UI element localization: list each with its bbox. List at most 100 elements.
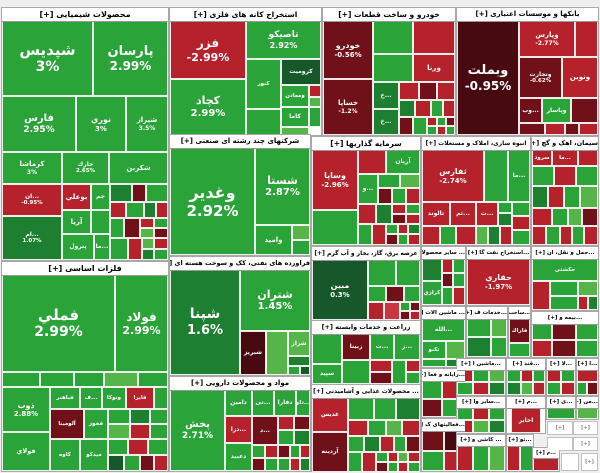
stock-tile-دفارا[interactable]: دفارا: [274, 390, 296, 416]
stock-tile-وامید[interactable]: وامید: [255, 225, 292, 255]
stock-tile[interactable]: [386, 420, 402, 436]
stock-tile-فارس[interactable]: فارس 2.95%: [2, 96, 76, 152]
stock-tile[interactable]: [278, 416, 294, 430]
stock-tile[interactable]: [408, 462, 420, 472]
stock-tile-[+][interactable]: [+]: [547, 421, 573, 435]
stock-tile-شراز[interactable]: شراز: [288, 331, 310, 356]
sector-header[interactable]: ...تو [+]: [507, 435, 533, 447]
sector-header[interactable]: ...فعالیتهای ک [+]: [422, 419, 465, 432]
stock-tile[interactable]: [312, 210, 358, 245]
sector-header[interactable]: انبوه سازی، املاک و مستغلات [+]: [422, 137, 530, 151]
stock-tile[interactable]: [384, 302, 400, 320]
stock-tile-وپارس[interactable]: وپارس -2.77%: [519, 21, 575, 57]
stock-tile-آريا[interactable]: آريا: [62, 210, 91, 234]
stock-tile[interactable]: [142, 238, 154, 249]
stock-tile[interactable]: [146, 184, 168, 202]
stock-tile[interactable]: [402, 420, 420, 436]
stock-tile[interactable]: [467, 319, 491, 337]
stock-tile[interactable]: [142, 249, 154, 260]
stock-tile[interactable]: [446, 341, 465, 359]
stock-tile[interactable]: [437, 126, 446, 135]
stock-tile-...ام[interactable]: ...ام 1.07%: [2, 216, 62, 260]
stock-tile[interactable]: [577, 382, 587, 395]
stock-tile[interactable]: [547, 437, 573, 451]
stock-tile[interactable]: [507, 370, 521, 382]
stock-tile[interactable]: [408, 224, 420, 234]
sector-header[interactable]: بانکها و موسسات اعتباری [+]: [457, 8, 598, 22]
stock-tile-كرماشا[interactable]: كرماشا 3%: [2, 152, 62, 184]
sector-header[interactable]: ...بیمه و [+]: [532, 312, 598, 325]
stock-tile[interactable]: [290, 458, 300, 471]
stock-tile[interactable]: [288, 366, 300, 375]
stock-tile[interactable]: [398, 462, 408, 472]
stock-tile[interactable]: [406, 204, 420, 214]
stock-tile-...ت[interactable]: ...ت: [476, 202, 498, 226]
stock-tile[interactable]: [561, 453, 579, 471]
stock-tile[interactable]: [154, 387, 168, 409]
sector-header[interactable]: ... کاشی و [+]: [457, 435, 505, 447]
stock-tile[interactable]: [422, 451, 444, 471]
stock-tile-[+][interactable]: [+]: [581, 453, 598, 471]
stock-tile-...ت[interactable]: ...ت: [370, 334, 394, 360]
stock-tile[interactable]: [406, 372, 420, 384]
stock-tile[interactable]: [128, 439, 148, 455]
stock-tile-تاصیکو[interactable]: تاصیکو 2.92%: [246, 21, 321, 59]
stock-tile-...خ[interactable]: ...خ: [373, 109, 399, 135]
stock-tile-...خ[interactable]: ...خ: [373, 82, 399, 109]
stock-tile[interactable]: [579, 123, 598, 135]
stock-tile[interactable]: [386, 224, 398, 234]
stock-tile-مبین[interactable]: مبین 0.3%: [312, 260, 368, 320]
sector-header[interactable]: سیمان، اهک و گچ [+]: [532, 137, 598, 151]
stock-tile[interactable]: [422, 226, 440, 245]
sector-header[interactable]: ...ی [+]: [547, 397, 575, 409]
stock-tile[interactable]: [442, 259, 453, 273]
stock-tile[interactable]: [408, 452, 420, 462]
stock-tile-وغدیر[interactable]: وغدیر 2.92%: [170, 148, 255, 255]
stock-tile[interactable]: [512, 230, 530, 245]
stock-tile[interactable]: [453, 273, 465, 287]
stock-tile[interactable]: [108, 409, 130, 424]
stock-tile[interactable]: [358, 204, 376, 224]
stock-tile-حفاري[interactable]: حفاري -1.97%: [467, 259, 530, 305]
stock-tile[interactable]: [376, 204, 392, 224]
stock-tile-...ما[interactable]: ...ما: [508, 150, 530, 202]
stock-tile-فاراك[interactable]: فاراك: [509, 319, 530, 343]
sector-header[interactable]: ...ماشین ا [+]: [457, 359, 505, 371]
sector-header[interactable]: ...م [+]: [507, 397, 545, 409]
stock-tile[interactable]: [578, 150, 598, 166]
stock-tile-شتران[interactable]: شتران 1.45%: [240, 270, 310, 331]
stock-tile[interactable]: [144, 202, 156, 218]
stock-tile[interactable]: [252, 445, 265, 458]
stock-tile[interactable]: [576, 324, 598, 340]
stock-tile[interactable]: [348, 420, 368, 436]
stock-tile-فباهنر[interactable]: فباهنر: [50, 387, 80, 409]
stock-tile[interactable]: [278, 430, 294, 445]
stock-tile[interactable]: [312, 334, 342, 364]
stock-tile[interactable]: [400, 174, 420, 188]
stock-tile[interactable]: [362, 452, 376, 472]
stock-tile[interactable]: [74, 372, 104, 387]
stock-tile[interactable]: [124, 455, 140, 471]
stock-tile-آریان[interactable]: آریان: [386, 150, 420, 174]
stock-tile-...د[interactable]: ...د: [252, 416, 278, 445]
stock-tile[interactable]: [128, 238, 142, 260]
stock-tile[interactable]: [292, 240, 310, 255]
stock-tile-وتوکا[interactable]: وتوکا: [102, 387, 126, 409]
stock-tile[interactable]: [587, 382, 598, 395]
stock-tile-...تی[interactable]: ...تی: [252, 390, 274, 416]
sector-header[interactable]: ...ساخت م [+]: [509, 307, 530, 320]
stock-tile[interactable]: [532, 324, 552, 340]
stock-tile[interactable]: [281, 127, 309, 135]
stock-tile[interactable]: [521, 370, 533, 382]
stock-tile-شپنا[interactable]: شپنا 1.6%: [170, 270, 240, 375]
stock-tile[interactable]: [104, 372, 138, 387]
stock-tile-ورنا[interactable]: ورنا: [413, 54, 455, 82]
stock-tile[interactable]: [491, 319, 507, 337]
stock-tile-شستا[interactable]: شستا 2.87%: [255, 148, 310, 225]
stock-tile[interactable]: [512, 216, 530, 230]
stock-tile[interactable]: [400, 302, 410, 311]
stock-tile[interactable]: [410, 311, 420, 320]
stock-tile[interactable]: [437, 82, 455, 100]
stock-tile[interactable]: [154, 228, 168, 238]
stock-tile[interactable]: [309, 107, 321, 127]
